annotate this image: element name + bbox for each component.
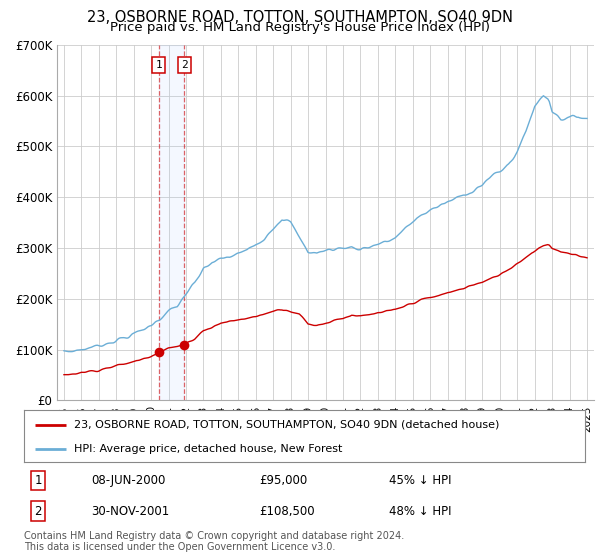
Text: 08-JUN-2000: 08-JUN-2000	[91, 474, 166, 487]
Text: HPI: Average price, detached house, New Forest: HPI: Average price, detached house, New …	[74, 444, 343, 454]
Text: £95,000: £95,000	[260, 474, 308, 487]
Text: 45% ↓ HPI: 45% ↓ HPI	[389, 474, 451, 487]
Text: £108,500: £108,500	[260, 505, 315, 517]
Bar	[159, 45, 184, 400]
Text: Contains HM Land Registry data © Crown copyright and database right 2024.
This d: Contains HM Land Registry data © Crown c…	[24, 531, 404, 553]
Text: Price paid vs. HM Land Registry's House Price Index (HPI): Price paid vs. HM Land Registry's House …	[110, 21, 490, 34]
Text: 2: 2	[181, 60, 188, 70]
Text: 1: 1	[155, 60, 162, 70]
Text: 23, OSBORNE ROAD, TOTTON, SOUTHAMPTON, SO40 9DN (detached house): 23, OSBORNE ROAD, TOTTON, SOUTHAMPTON, S…	[74, 420, 500, 430]
Text: 30-NOV-2001: 30-NOV-2001	[91, 505, 170, 517]
Text: 1: 1	[34, 474, 42, 487]
Text: 23, OSBORNE ROAD, TOTTON, SOUTHAMPTON, SO40 9DN: 23, OSBORNE ROAD, TOTTON, SOUTHAMPTON, S…	[87, 10, 513, 25]
Text: 48% ↓ HPI: 48% ↓ HPI	[389, 505, 451, 517]
Text: 2: 2	[34, 505, 42, 517]
